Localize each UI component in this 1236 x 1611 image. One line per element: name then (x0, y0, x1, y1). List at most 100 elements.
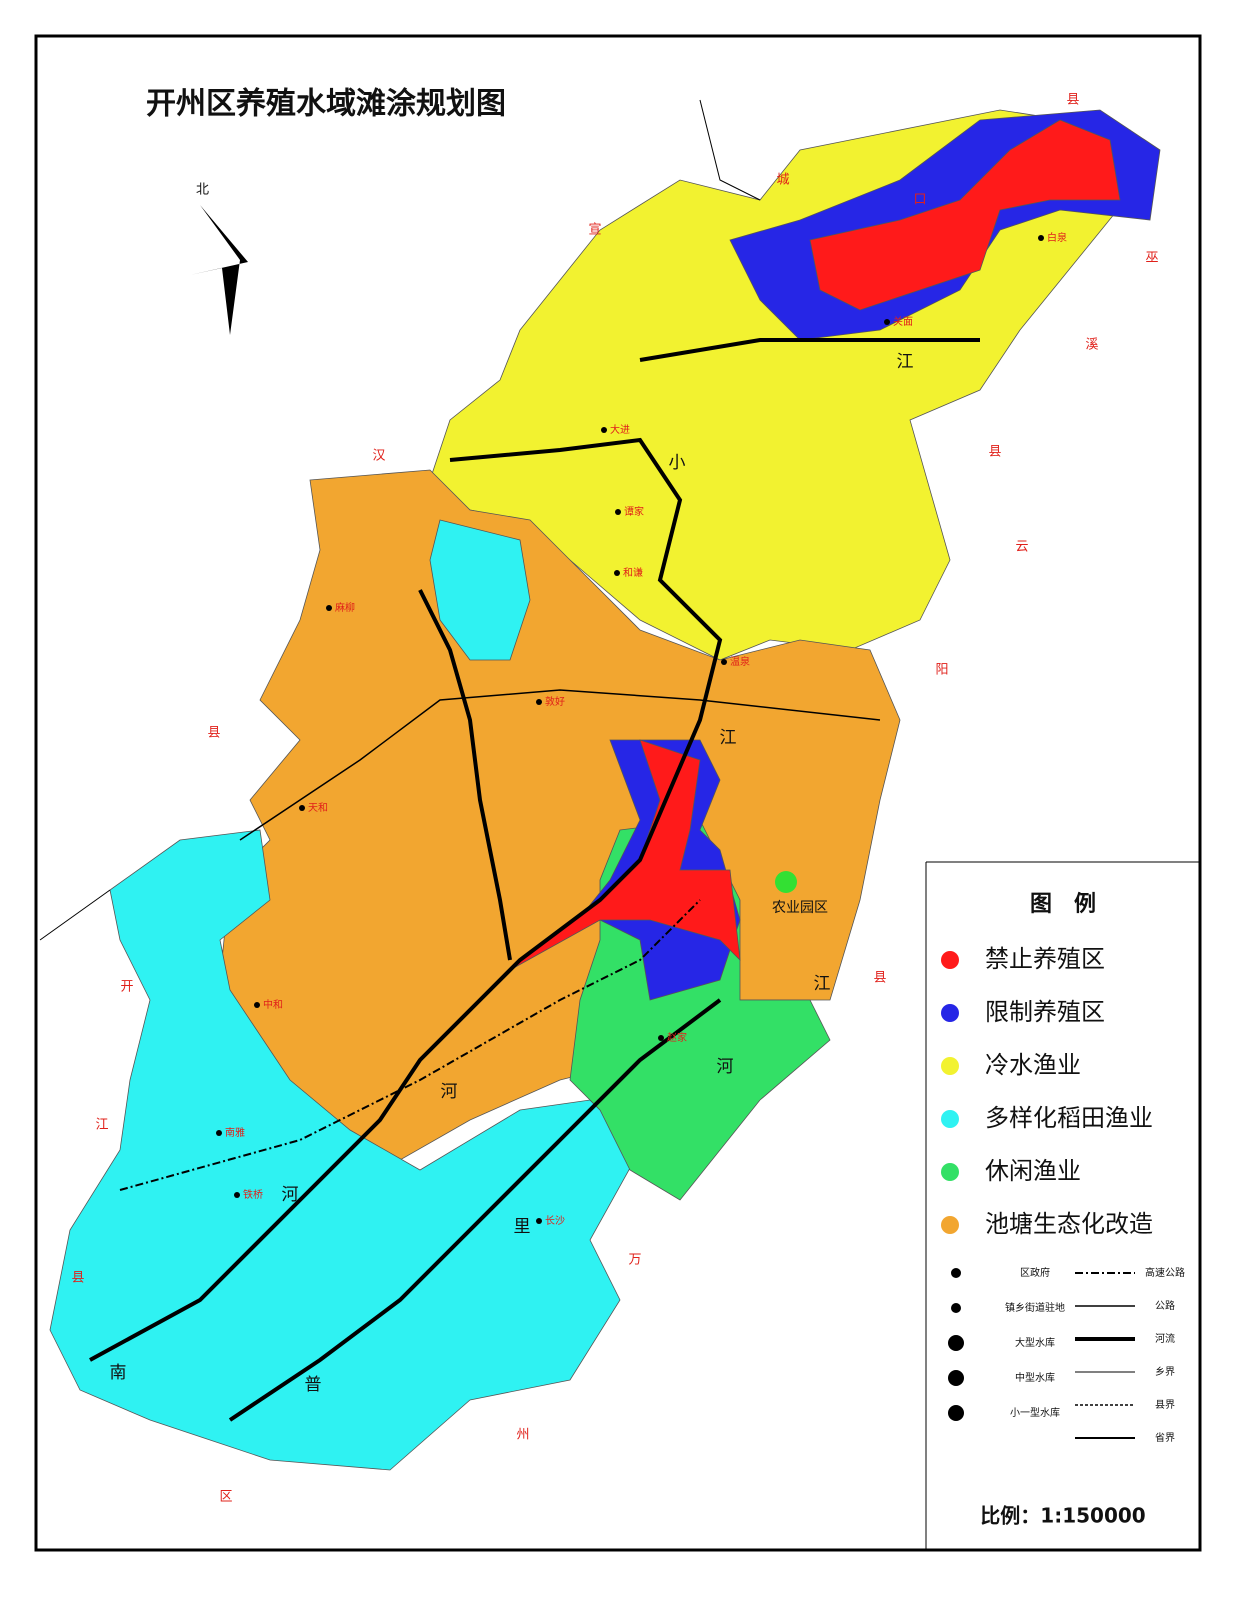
road (239, 689, 881, 841)
place-label: 中和 (263, 998, 283, 1011)
place-label: 温泉 (730, 655, 750, 668)
north-arrow (190, 205, 248, 335)
boundary-label: 巫 (1145, 251, 1158, 266)
legend-symbol-label: 大型水库 (1015, 1336, 1055, 1349)
place-label: 白泉 (1047, 231, 1067, 244)
place-label: 敦好 (545, 695, 565, 708)
legend: 图 例 比例：1:150000 禁止养殖区限制养殖区冷水渔业多样化稻田渔业休闲渔… (925, 861, 1200, 1550)
place-label: 麻柳 (335, 601, 355, 614)
regions (49, 109, 1161, 1471)
river (228, 998, 722, 1422)
town-marker (615, 509, 621, 515)
town-marker (614, 570, 620, 576)
legend-label: 限制养殖区 (985, 998, 1105, 1026)
legend-swatch (941, 1004, 959, 1022)
legend-symbol-label: 中型水库 (1015, 1371, 1055, 1384)
boundary-label: 云 (1015, 540, 1028, 555)
river (639, 338, 980, 362)
river-label: 河 (282, 1185, 299, 1205)
legend-line-label: 公路 (1155, 1299, 1175, 1312)
rivers-roads (39, 99, 980, 1422)
paddy-zone (49, 829, 641, 1471)
place-label: 谭家 (624, 505, 644, 518)
town-marker (536, 1218, 542, 1224)
legend-symbol-label: 镇乡街道驻地 (1005, 1301, 1065, 1314)
river-label: 河 (441, 1082, 458, 1102)
town-marker (721, 659, 727, 665)
boundary-label: 区 (219, 1490, 232, 1505)
river-label: 小 (669, 453, 686, 473)
town-marker (234, 1192, 240, 1198)
town-marker (536, 699, 542, 705)
forbidden-zone (809, 119, 1121, 311)
boundary-label: 阳 (935, 663, 948, 678)
title: 开州区养殖水域滩涂规划图 (146, 87, 506, 122)
river-label: 普 (305, 1375, 322, 1395)
legend-label: 休闲渔业 (985, 1157, 1081, 1185)
boundary-label: 宣 (588, 222, 601, 238)
place-label: 大进 (610, 423, 630, 436)
paddy-zone (429, 519, 531, 661)
boundary-label: 县 (873, 971, 886, 986)
boundary (699, 99, 761, 201)
legend-swatch (941, 1110, 959, 1128)
town-marker (884, 319, 890, 325)
scale: 比例：1:150000 (980, 1504, 1145, 1528)
town-marker (658, 1035, 664, 1041)
legend-symbol-label: 小一型水库 (1010, 1406, 1060, 1419)
boundary-label: 开 (120, 980, 133, 995)
legend-label: 禁止养殖区 (985, 945, 1105, 973)
boundary-label: 江 (95, 1118, 108, 1133)
river-label: 江 (720, 728, 737, 748)
legend-symbol (951, 1268, 961, 1278)
legend-label: 池塘生态化改造 (985, 1210, 1153, 1238)
river-label: 里 (514, 1217, 531, 1237)
north-label: 北 (196, 183, 209, 198)
legend-title: 图 例 (1030, 892, 1096, 917)
place-label: 和谦 (623, 566, 643, 579)
place-label: 铁桥 (243, 1188, 263, 1201)
legend-swatch (941, 1057, 959, 1075)
park-marker (775, 871, 797, 893)
legend-symbol-label: 区政府 (1020, 1266, 1050, 1279)
place-label: 关面 (893, 315, 913, 328)
boundary-label: 汉 (372, 449, 385, 464)
river (418, 589, 512, 961)
legend-line-label: 县界 (1155, 1399, 1175, 1411)
boundary-label: 县 (1066, 93, 1079, 108)
boundary (39, 889, 111, 941)
legend-label: 多样化稻田渔业 (985, 1104, 1153, 1132)
river (89, 437, 723, 1362)
legend-label: 冷水渔业 (985, 1051, 1081, 1079)
boundary-label: 万 (628, 1253, 641, 1268)
town-marker (601, 427, 607, 433)
boundary-label: 县 (988, 445, 1001, 460)
park-label: 农业园区 (772, 900, 828, 916)
boundary-label: 城 (776, 173, 789, 188)
river-label: 南 (110, 1363, 127, 1383)
town-marker (1038, 235, 1044, 241)
river-label: 河 (717, 1057, 734, 1077)
town-marker (326, 605, 332, 611)
legend-swatch (941, 1163, 959, 1181)
legend-swatch (941, 951, 959, 969)
legend-line-label: 乡界 (1155, 1366, 1175, 1378)
town-marker (216, 1130, 222, 1136)
place-label: 南雅 (225, 1126, 245, 1139)
expressway (119, 899, 701, 1191)
boundary-label: 县 (207, 726, 220, 741)
boundary-label: 州 (516, 1428, 529, 1443)
river-label: 江 (814, 974, 831, 994)
legend-symbol (948, 1370, 964, 1386)
legend-line-label: 省界 (1155, 1431, 1175, 1444)
boundary-label: 溪 (1085, 338, 1098, 353)
legend-swatch (941, 1216, 959, 1234)
labels: 城口县巫溪县云阳县万州区县江开县汉宣江江江河河河里普南小大进谭家和谦温泉白泉关面… (71, 93, 1158, 1505)
boundary-label: 口 (913, 193, 926, 208)
boundary-label: 县 (71, 1271, 84, 1286)
place-label: 长沙 (545, 1215, 565, 1227)
legend-line-label: 河流 (1155, 1332, 1175, 1345)
legend-symbol (948, 1335, 964, 1351)
place-label: 天和 (308, 802, 328, 814)
